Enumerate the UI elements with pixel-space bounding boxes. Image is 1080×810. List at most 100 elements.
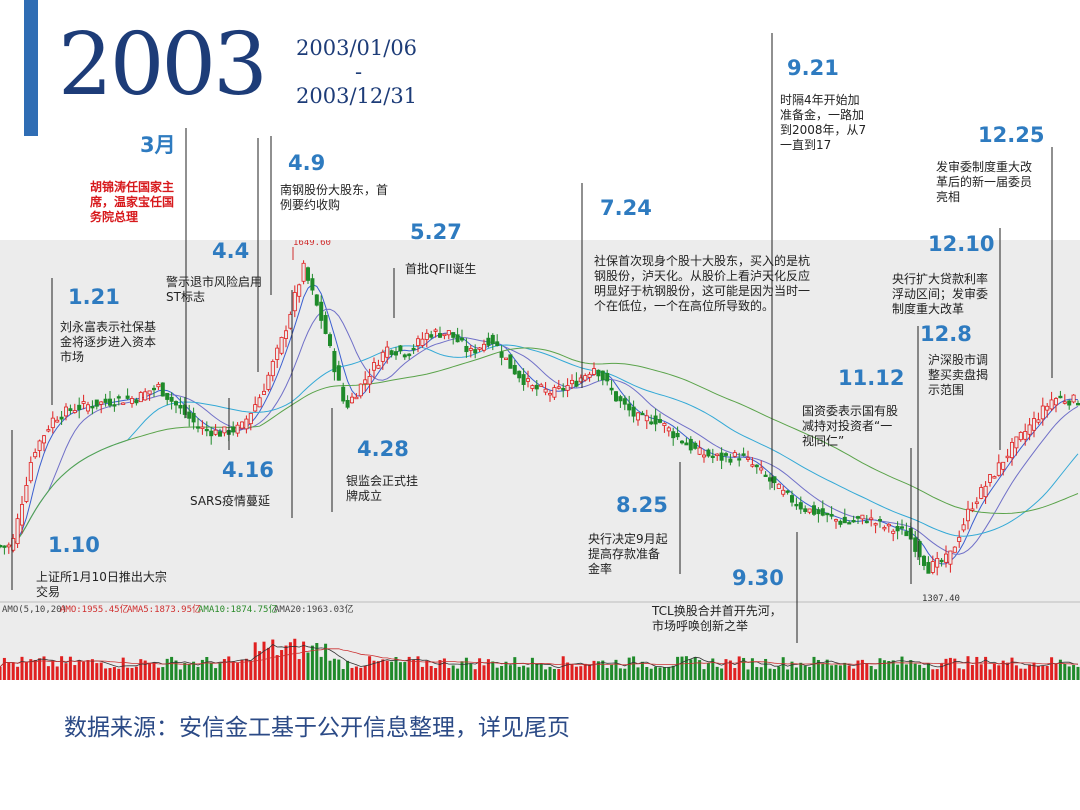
volume-bar — [979, 664, 983, 680]
volume-bar — [315, 643, 319, 680]
volume-bar — [632, 656, 636, 680]
candle-body — [138, 392, 143, 403]
volume-bar — [790, 661, 794, 680]
volume-bar — [715, 666, 719, 680]
candle-body — [55, 419, 60, 423]
volume-bar — [297, 659, 301, 680]
volume-bar — [935, 669, 939, 680]
candle-body — [42, 435, 47, 444]
candle-body — [257, 397, 262, 408]
candle-body — [728, 458, 733, 463]
volume-bar — [755, 667, 759, 680]
volume-bar — [271, 639, 275, 680]
candle-body — [358, 383, 363, 397]
volume-bar — [922, 667, 926, 680]
volume-bar — [742, 657, 746, 680]
volume-bar — [992, 663, 996, 680]
volume-bar — [231, 661, 235, 680]
candle-body — [143, 391, 148, 401]
candle-body — [816, 509, 821, 515]
candle-body — [332, 350, 337, 373]
volume-bar — [178, 669, 182, 680]
candle-body — [402, 354, 407, 358]
volume-bar — [636, 667, 640, 680]
volume-bar — [99, 662, 103, 680]
volume-bar — [33, 659, 37, 680]
volume-bar — [200, 659, 204, 680]
candle-body — [451, 332, 456, 338]
candle-body — [922, 555, 927, 566]
candle-body — [24, 485, 29, 502]
candle-body — [719, 452, 724, 461]
candle-body — [688, 438, 693, 451]
candle-body — [90, 406, 95, 409]
candle-body — [640, 412, 645, 416]
volume-bar — [227, 656, 231, 680]
volume-bar — [478, 658, 482, 680]
volume-bar — [702, 669, 706, 680]
candle-body — [81, 401, 86, 404]
candle-body — [503, 357, 508, 360]
volume-bar — [442, 658, 446, 680]
candle-body — [939, 559, 944, 563]
volume-bar — [491, 661, 495, 680]
volume-bar — [957, 668, 961, 680]
volume-bar — [86, 660, 90, 680]
volume-bar — [962, 669, 966, 680]
candle-body — [979, 487, 984, 499]
volume-bar — [464, 657, 468, 680]
candle-body — [1040, 405, 1045, 420]
candle-body — [820, 508, 825, 516]
candle-body — [363, 379, 368, 385]
volume-bar — [236, 663, 240, 680]
volume-bar — [218, 663, 222, 680]
candle-body — [261, 390, 266, 395]
candle-body — [578, 377, 583, 383]
candle-body — [19, 504, 24, 526]
candle-body — [961, 524, 966, 531]
volume-bar — [332, 658, 336, 680]
candle-body — [587, 373, 592, 378]
candle-body — [517, 370, 522, 379]
volume-bar — [671, 665, 675, 680]
candle-body — [706, 449, 711, 457]
moving-average-line — [0, 347, 1079, 547]
date-range-separator: - — [355, 60, 363, 84]
volume-bar — [1072, 665, 1076, 680]
candle-body — [314, 294, 319, 306]
price-chart: 1649.60 1307.40 AMO(5,10,20) AMO:1955.45… — [0, 240, 1080, 680]
candle-body — [1036, 419, 1041, 423]
candle-body — [812, 505, 817, 515]
candle-body — [798, 502, 803, 510]
event-date-1-10: 1.10 — [48, 533, 100, 557]
volume-bar — [640, 661, 644, 680]
volume-bar — [262, 641, 266, 680]
volume-bar — [658, 667, 662, 680]
candle-body — [288, 313, 293, 329]
volume-bar — [385, 660, 389, 680]
candle-body — [926, 562, 931, 574]
volume-bar — [328, 660, 332, 680]
volume-bar — [469, 663, 473, 680]
candle-body — [385, 346, 390, 358]
candle-body — [0, 544, 3, 548]
volume-bar — [561, 656, 565, 680]
event-date-12-10: 12.10 — [928, 232, 995, 256]
candle-body — [565, 385, 570, 391]
candle-body — [222, 426, 227, 434]
candle-body — [539, 384, 544, 387]
candle-body — [974, 501, 979, 505]
candle-body — [781, 489, 786, 495]
candle-body — [592, 368, 597, 375]
volume-bar — [706, 662, 710, 680]
volume-bar — [73, 665, 77, 680]
amo-label: AMO(5,10,20) — [2, 605, 67, 615]
candle-body — [191, 412, 196, 423]
volume-bar — [90, 659, 94, 680]
candle-body — [301, 262, 306, 282]
candle-body — [653, 415, 658, 425]
volume-bar — [909, 660, 913, 680]
candle-body — [614, 391, 619, 402]
candle-body — [776, 483, 781, 489]
volume-bar — [557, 669, 561, 680]
